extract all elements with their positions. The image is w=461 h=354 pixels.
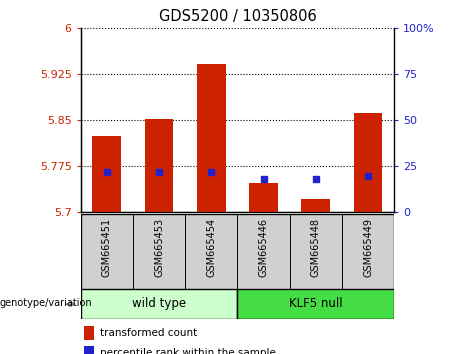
Point [312,176,319,182]
Text: GSM665453: GSM665453 [154,218,164,277]
Text: percentile rank within the sample: percentile rank within the sample [100,348,276,354]
Text: transformed count: transformed count [100,328,198,338]
Bar [92,136,121,212]
Bar [301,199,330,212]
Text: genotype/variation: genotype/variation [0,298,93,308]
Bar [197,64,226,212]
Text: GSM665451: GSM665451 [102,218,112,277]
Point [260,176,267,182]
Bar [237,289,394,319]
Point [364,173,372,178]
Bar [354,113,382,212]
Point [207,169,215,175]
Text: GSM665449: GSM665449 [363,218,373,277]
Text: GSM665454: GSM665454 [206,218,216,277]
Text: wild type: wild type [132,297,186,310]
Point [155,169,163,175]
Bar [249,183,278,212]
Text: GSM665448: GSM665448 [311,218,321,277]
Bar [84,346,94,354]
Text: GSM665446: GSM665446 [259,218,269,277]
Title: GDS5200 / 10350806: GDS5200 / 10350806 [159,9,316,24]
Text: KLF5 null: KLF5 null [289,297,343,310]
Bar [145,119,173,212]
Bar [84,326,94,340]
Bar [81,289,237,319]
Point [103,169,111,175]
